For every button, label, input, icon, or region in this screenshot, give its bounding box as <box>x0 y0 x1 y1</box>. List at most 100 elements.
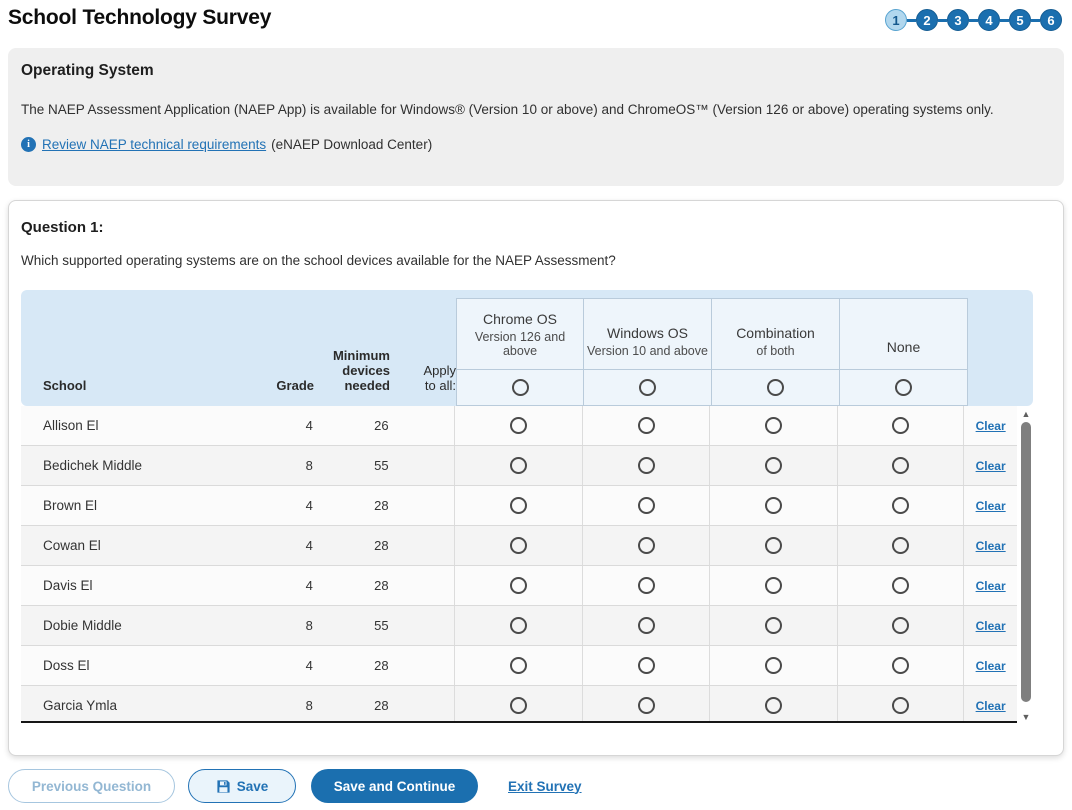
column-header-school: School <box>21 378 258 393</box>
survey-table: School Grade Minimum devices needed Appl… <box>21 290 1033 723</box>
apply-all-radio-none[interactable] <box>895 379 912 396</box>
table-row: Brown El428Clear <box>21 486 1017 526</box>
scrollbar-thumb[interactable] <box>1021 422 1031 702</box>
radio-combination[interactable] <box>765 497 782 514</box>
radio-none[interactable] <box>892 457 909 474</box>
step-connector <box>1000 19 1009 22</box>
radio-windows[interactable] <box>638 657 655 674</box>
radio-none[interactable] <box>892 617 909 634</box>
radio-chromeos[interactable] <box>510 537 527 554</box>
option-cell-combination <box>709 566 836 605</box>
radio-none[interactable] <box>892 697 909 714</box>
clear-link[interactable]: Clear <box>976 459 1006 473</box>
table-row: Dobie Middle855Clear <box>21 606 1017 646</box>
clear-cell: Clear <box>964 459 1017 473</box>
radio-windows[interactable] <box>638 457 655 474</box>
scrollbar-down-arrow-icon[interactable]: ▼ <box>1022 711 1031 723</box>
grade-value: 4 <box>257 418 313 433</box>
radio-combination[interactable] <box>765 697 782 714</box>
clear-link[interactable]: Clear <box>976 699 1006 713</box>
option-subtitle: Version 10 and above <box>587 344 708 358</box>
option-header-combination: Combination of both <box>712 298 840 406</box>
clear-link[interactable]: Clear <box>976 419 1006 433</box>
devices-value: 26 <box>313 418 389 433</box>
radio-chromeos[interactable] <box>510 417 527 434</box>
os-panel-heading: Operating System <box>21 62 1051 80</box>
table-scrollbar[interactable]: ▲ ▼ <box>1019 408 1033 723</box>
radio-windows[interactable] <box>638 497 655 514</box>
clear-link[interactable]: Clear <box>976 499 1006 513</box>
step-circle-4[interactable]: 4 <box>978 9 1000 31</box>
save-and-continue-button[interactable]: Save and Continue <box>311 769 478 803</box>
step-circle-5[interactable]: 5 <box>1009 9 1031 31</box>
radio-chromeos[interactable] <box>510 577 527 594</box>
clear-link[interactable]: Clear <box>976 659 1006 673</box>
radio-chromeos[interactable] <box>510 457 527 474</box>
devices-value: 55 <box>313 458 389 473</box>
save-button-label: Save <box>237 779 269 794</box>
save-button[interactable]: Save <box>188 769 296 803</box>
clear-cell: Clear <box>964 499 1017 513</box>
radio-windows[interactable] <box>638 417 655 434</box>
radio-combination[interactable] <box>765 417 782 434</box>
save-floppy-icon <box>216 779 231 794</box>
radio-combination[interactable] <box>765 537 782 554</box>
radio-chromeos[interactable] <box>510 697 527 714</box>
option-cell-windows <box>582 406 709 445</box>
radio-combination[interactable] <box>765 577 782 594</box>
school-name: Brown El <box>21 498 257 513</box>
radio-windows[interactable] <box>638 577 655 594</box>
apply-all-radio-combination[interactable] <box>767 379 784 396</box>
radio-none[interactable] <box>892 577 909 594</box>
requirements-link-suffix: (eNAEP Download Center) <box>271 137 432 152</box>
page-title: School Technology Survey <box>8 6 271 30</box>
step-circle-1[interactable]: 1 <box>885 9 907 31</box>
radio-chromeos[interactable] <box>510 497 527 514</box>
apply-all-radio-windows[interactable] <box>639 379 656 396</box>
radio-combination[interactable] <box>765 657 782 674</box>
option-cell-chromeos <box>454 446 581 485</box>
radio-chromeos[interactable] <box>510 617 527 634</box>
scrollbar-up-arrow-icon[interactable]: ▲ <box>1022 408 1031 420</box>
option-cell-none <box>837 566 964 605</box>
option-cell-windows <box>582 686 709 723</box>
devices-value: 55 <box>313 618 389 633</box>
clear-cell: Clear <box>964 539 1017 553</box>
column-header-apply-to-all: Apply to all: <box>390 363 456 393</box>
os-option-headers: Chrome OS Version 126 and above Windows … <box>456 298 968 406</box>
clear-link[interactable]: Clear <box>976 579 1006 593</box>
apply-all-radio-chromeos[interactable] <box>512 379 529 396</box>
radio-none[interactable] <box>892 417 909 434</box>
option-header-windows: Windows OS Version 10 and above <box>584 298 712 406</box>
table-row: Allison El426Clear <box>21 406 1017 446</box>
option-cell-combination <box>709 446 836 485</box>
clear-cell: Clear <box>964 419 1017 433</box>
requirements-row: i Review NAEP technical requirements (eN… <box>21 137 1051 152</box>
option-cell-none <box>837 686 964 723</box>
table-row: Garcia Ymla828Clear <box>21 686 1017 723</box>
school-name: Garcia Ymla <box>21 698 257 713</box>
radio-none[interactable] <box>892 657 909 674</box>
radio-windows[interactable] <box>638 697 655 714</box>
radio-windows[interactable] <box>638 537 655 554</box>
step-circle-6[interactable]: 6 <box>1040 9 1062 31</box>
grade-value: 8 <box>257 458 313 473</box>
step-circle-3[interactable]: 3 <box>947 9 969 31</box>
clear-link[interactable]: Clear <box>976 539 1006 553</box>
option-cell-windows <box>582 526 709 565</box>
devices-value: 28 <box>313 578 389 593</box>
radio-none[interactable] <box>892 497 909 514</box>
radio-none[interactable] <box>892 537 909 554</box>
technical-requirements-link[interactable]: Review NAEP technical requirements <box>42 137 266 152</box>
option-cell-combination <box>709 686 836 723</box>
previous-question-button[interactable]: Previous Question <box>8 769 175 803</box>
radio-chromeos[interactable] <box>510 657 527 674</box>
radio-windows[interactable] <box>638 617 655 634</box>
option-title: Windows OS <box>607 325 688 341</box>
clear-link[interactable]: Clear <box>976 619 1006 633</box>
exit-survey-link[interactable]: Exit Survey <box>508 779 582 794</box>
step-circle-2[interactable]: 2 <box>916 9 938 31</box>
table-row: Cowan El428Clear <box>21 526 1017 566</box>
radio-combination[interactable] <box>765 457 782 474</box>
radio-combination[interactable] <box>765 617 782 634</box>
